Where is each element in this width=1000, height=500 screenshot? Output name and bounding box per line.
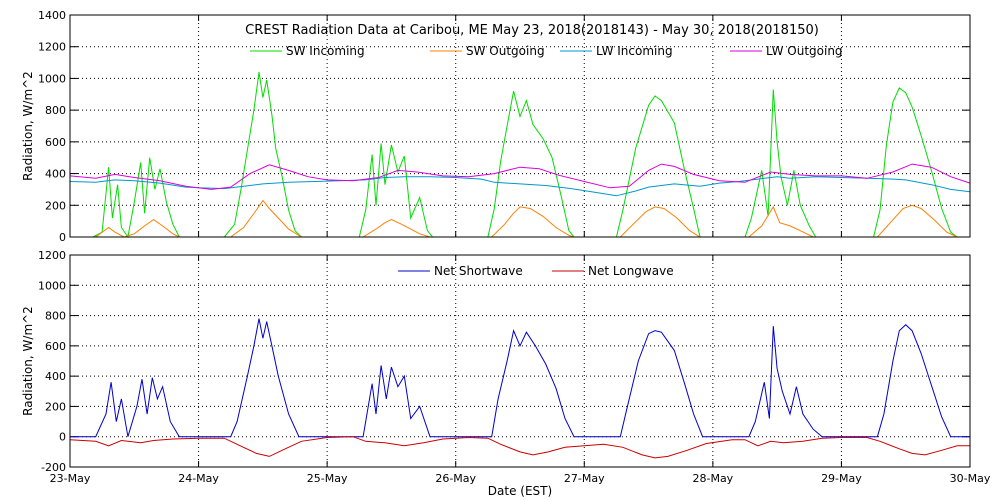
x-tick-label: 25-May xyxy=(307,472,348,485)
top-panel-y-ticks: 0 200 400 600 800 1000 1200 1400 xyxy=(38,9,66,244)
top-panel-frame xyxy=(69,14,971,238)
legend-label-net-longwave: Net Longwave xyxy=(588,264,674,278)
y-tick-label: 1200 xyxy=(38,41,66,54)
y-tick-label: 1400 xyxy=(38,9,66,22)
x-tick-label: 23-May xyxy=(50,472,91,485)
bottom-panel-series xyxy=(69,318,970,459)
y-tick-label: 400 xyxy=(45,370,66,383)
bottom-panel-y-ticks: -200 0 200 400 600 800 1000 1200 xyxy=(38,249,66,474)
series-line-lw-outgoing xyxy=(69,163,971,190)
top-y-axis-label: Radiation, W/m^2 xyxy=(21,71,35,181)
y-tick-label: 400 xyxy=(45,168,66,181)
series-line-net-shortwave xyxy=(70,318,970,438)
x-axis-label: Date (EST) xyxy=(488,484,552,498)
y-tick-label: 800 xyxy=(45,104,66,117)
legend-label-sw-outgoing: SW Outgoing xyxy=(466,44,545,58)
x-tick-label: 30-May xyxy=(950,472,991,485)
bottom-y-axis-label: Radiation, W/m^2 xyxy=(21,306,35,416)
y-tick-label: -200 xyxy=(41,461,66,474)
bottom-panel-frame xyxy=(69,254,971,468)
y-tick-label: 1000 xyxy=(38,279,66,292)
series-line-sw-incoming xyxy=(70,72,970,239)
legend-label-lw-outgoing: LW Outgoing xyxy=(766,44,843,58)
x-tick-label: 29-May xyxy=(821,472,862,485)
x-tick-label: 24-May xyxy=(178,472,219,485)
y-tick-label: 200 xyxy=(45,400,66,413)
legend-label-net-shortwave: Net Shortwave xyxy=(434,264,523,278)
series-line-net-longwave xyxy=(69,436,970,459)
bottom-panel-legend: Net Shortwave Net Longwave xyxy=(398,264,674,278)
legend-label-sw-incoming: SW Incoming xyxy=(286,44,365,58)
y-tick-label: 200 xyxy=(45,199,66,212)
legend-label-lw-incoming: LW Incoming xyxy=(596,44,673,58)
y-tick-label: 800 xyxy=(45,310,66,323)
chart-title: CREST Radiation Data at Caribou, ME May … xyxy=(245,23,819,38)
x-tick-label: 28-May xyxy=(692,472,733,485)
y-tick-label: 600 xyxy=(45,340,66,353)
top-panel-legend: SW Incoming SW Outgoing LW Incoming LW Outg… xyxy=(250,44,843,58)
x-tick-label: 27-May xyxy=(564,472,605,485)
y-tick-label: 1000 xyxy=(38,72,66,85)
bottom-panel-x-ticks: 23-May 24-May 25-May 26-May 27-May 28-May 29-M… xyxy=(50,472,991,485)
y-tick-label: 1200 xyxy=(38,249,66,262)
x-tick-label: 26-May xyxy=(435,472,476,485)
top-panel-series xyxy=(69,72,971,239)
y-tick-label: 600 xyxy=(45,136,66,149)
bottom-panel: -200 0 200 400 600 800 1000 1200 23-May 24-May 25… xyxy=(21,249,991,498)
y-tick-label: 0 xyxy=(59,431,66,444)
top-panel-grid xyxy=(69,14,971,238)
y-tick-label: 0 xyxy=(59,231,66,244)
top-panel: 0 200 400 600 800 1000 1200 1400 Radiation, W/m… xyxy=(21,9,971,244)
series-line-sw-outgoing xyxy=(70,199,970,238)
